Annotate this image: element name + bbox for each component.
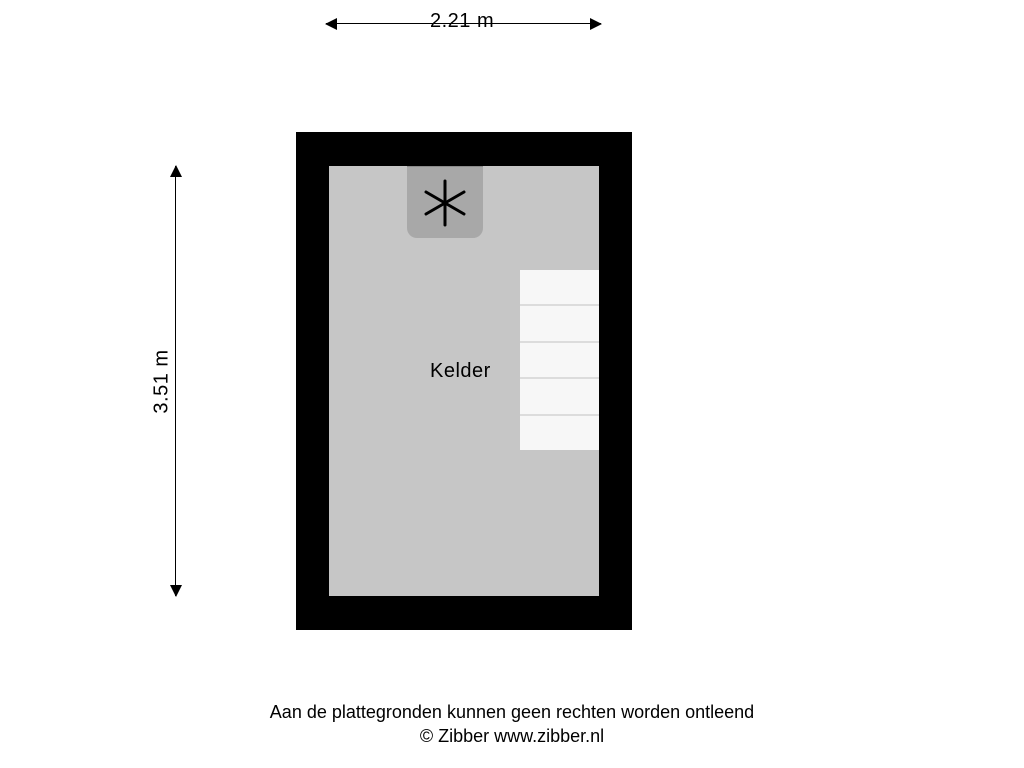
dimension-height-label: 3.51 m [151, 349, 174, 413]
footer-disclaimer: Aan de plattegronden kunnen geen rechten… [0, 700, 1024, 724]
stair-step [520, 379, 599, 415]
boiler-appliance [407, 166, 483, 238]
stair-step [520, 343, 599, 379]
floorplan-canvas: 2.21 m 3.51 m Keld [0, 0, 1024, 768]
dimension-width-label: 2.21 m [430, 10, 494, 33]
footer-copyright: © Zibber www.zibber.nl [0, 724, 1024, 748]
stair-step [520, 270, 599, 306]
dimension-height-line [175, 166, 176, 596]
fan-icon [418, 176, 472, 230]
stair-step [520, 306, 599, 342]
stair-step [520, 416, 599, 450]
footer: Aan de plattegronden kunnen geen rechten… [0, 700, 1024, 749]
stairs [520, 270, 599, 450]
room-label: Kelder [430, 360, 491, 383]
